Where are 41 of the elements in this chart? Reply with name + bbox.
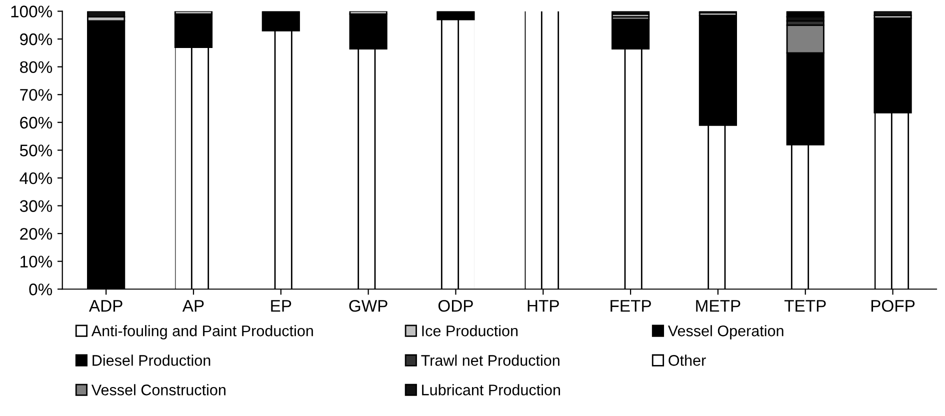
x-tick-label: TETP (784, 300, 826, 312)
bar (612, 18, 650, 50)
y-tick-label: 80% (20, 61, 52, 74)
bar (786, 11, 824, 18)
bar (349, 13, 388, 50)
x-tick-label: GWP (349, 300, 388, 312)
bar (698, 14, 738, 126)
bar (436, 11, 475, 20)
y-tick-label: 40% (20, 172, 52, 184)
legend-label: Other (668, 354, 706, 366)
y-tick-label: 20% (20, 228, 52, 240)
x-tick-label: ODP (438, 300, 473, 312)
x-tick-label: METP (696, 300, 740, 312)
bar (874, 11, 912, 16)
legend-label: Vessel Operation (668, 325, 784, 340)
y-tick-label: 50% (20, 144, 52, 156)
legend-label: Diesel Production (92, 354, 210, 366)
y-tick-label: 10% (20, 256, 52, 268)
legend-label: Vessel Construction (91, 384, 226, 396)
bar (874, 17, 912, 114)
y-tick-label: 0% (29, 284, 52, 296)
x-tick-label: FETP (610, 300, 651, 312)
y-tick-label: 70% (20, 89, 52, 101)
y-tick-label: 90% (20, 33, 52, 46)
legend-label: Lubricant Production (422, 384, 560, 396)
y-tick-label: 30% (20, 200, 52, 212)
x-tick-label: ADP (88, 300, 122, 312)
bar (524, 11, 562, 290)
bar (262, 11, 300, 32)
x-tick-label: HTP (528, 300, 559, 312)
x-tick-label: AP (182, 300, 204, 312)
bar (87, 11, 126, 18)
y-tick-label: 100% (11, 6, 52, 18)
x-tick-label: EP (271, 300, 292, 312)
bar (174, 13, 213, 48)
legend-label: Ice Production (422, 325, 518, 336)
legend-label: Anti-fouling and Paint Production (91, 325, 313, 340)
y-tick-label: 60% (20, 116, 52, 129)
x-tick-label: POFP (871, 300, 915, 312)
bar (874, 112, 912, 290)
legend-label: Trawl net Production (421, 354, 560, 366)
